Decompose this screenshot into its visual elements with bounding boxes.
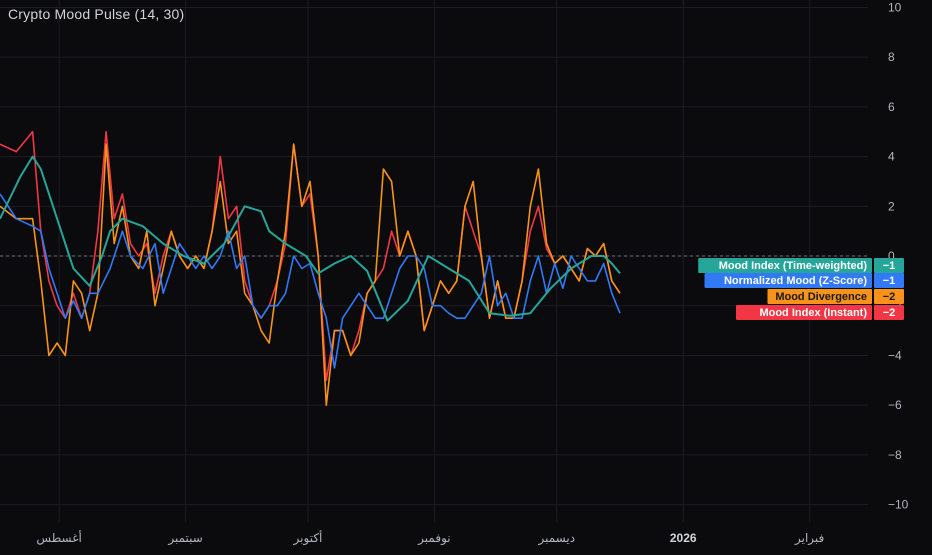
x-tick-label: نوفمبر xyxy=(417,531,450,546)
series-label-name: Normalized Mood (Z-Score) xyxy=(724,275,867,287)
x-axis[interactable]: أغسطس سبتمبر أكتوبر نوفمبر ديسمبر 2026 فبراير xyxy=(36,530,824,546)
y-tick-label: 2 xyxy=(888,199,895,213)
series-value-label: −2 xyxy=(883,307,896,319)
series-label: Mood Index (Time-weighted) −1 xyxy=(698,258,904,273)
y-tick-label: −6 xyxy=(888,398,902,412)
indicator-title[interactable]: Crypto Mood Pulse (14, 30) xyxy=(8,6,184,22)
x-tick-label: أكتوبر xyxy=(293,530,323,546)
y-tick-label: 6 xyxy=(888,100,895,114)
x-tick-label: ديسمبر xyxy=(537,531,575,546)
series-line-1 xyxy=(0,194,620,368)
series-value-label: −1 xyxy=(883,260,896,272)
y-tick-label: 10 xyxy=(888,0,902,14)
y-tick-label: 4 xyxy=(888,150,895,164)
series-value-label: −2 xyxy=(883,291,896,303)
y-tick-label: −8 xyxy=(888,448,902,462)
x-tick-label: 2026 xyxy=(670,531,697,545)
y-tick-label: 8 xyxy=(888,50,895,64)
series-label-name: Mood Divergence xyxy=(775,291,867,303)
series-label-name: Mood Index (Time-weighted) xyxy=(719,260,868,272)
series-label: Mood Index (Instant) −2 xyxy=(736,305,904,320)
y-tick-label: −4 xyxy=(888,348,902,362)
y-tick-label: −10 xyxy=(888,498,909,512)
x-tick-label: أغسطس xyxy=(36,530,81,546)
series-layer xyxy=(0,132,620,406)
series-label-name: Mood Index (Instant) xyxy=(759,307,867,319)
series-label: Normalized Mood (Z-Score) −1 xyxy=(705,273,905,288)
series-line-2 xyxy=(0,144,620,405)
x-tick-label: فبراير xyxy=(794,531,824,546)
series-value-label: −1 xyxy=(883,275,896,287)
x-tick-label: سبتمبر xyxy=(167,531,202,546)
series-label: Mood Divergence −2 xyxy=(768,289,905,304)
